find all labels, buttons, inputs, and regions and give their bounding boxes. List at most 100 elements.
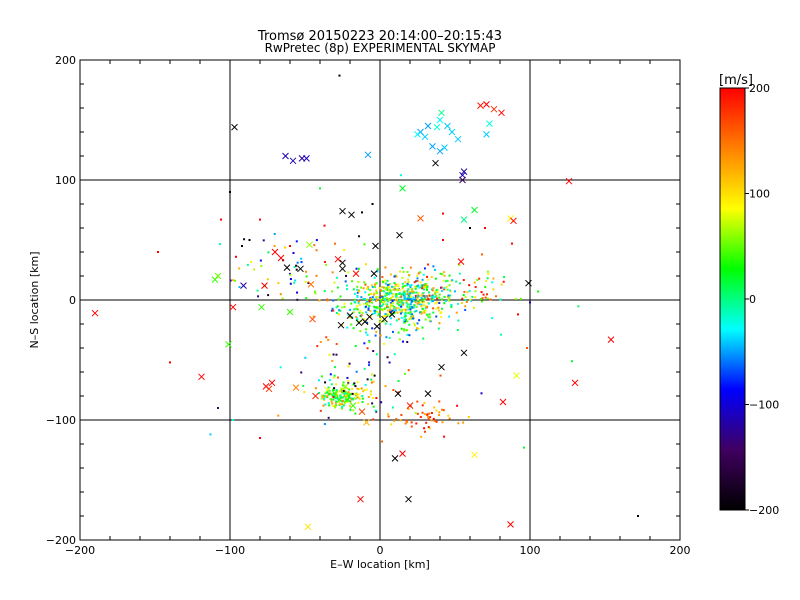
data-dot — [343, 248, 346, 251]
data-dot — [414, 286, 417, 289]
data-dot — [233, 279, 236, 282]
data-cross-stroke — [372, 242, 379, 250]
data-dot — [364, 331, 367, 334]
data-cross-stroke — [457, 258, 465, 265]
data-dot — [238, 286, 241, 289]
data-dot — [421, 278, 424, 281]
data-dot — [232, 419, 234, 421]
data-cross-stroke — [363, 419, 370, 426]
data-dot — [386, 299, 389, 302]
data-dot — [423, 298, 426, 301]
data-dot — [411, 298, 414, 301]
data-dot — [427, 278, 430, 281]
data-dot — [416, 274, 419, 277]
data-dot — [485, 280, 488, 283]
data-dot — [419, 294, 422, 297]
data-dot — [526, 347, 528, 349]
data-dot — [436, 297, 439, 300]
data-dot — [333, 395, 336, 398]
data-dot — [404, 310, 407, 313]
data-dot — [383, 298, 386, 301]
data-dot — [253, 268, 256, 271]
data-dot — [400, 310, 403, 313]
data-cross-stroke — [421, 133, 429, 141]
x-axis-label: E–W location [km] — [330, 558, 430, 571]
data-cross — [364, 151, 372, 159]
data-dot — [474, 296, 477, 299]
data-dot — [393, 282, 396, 285]
data-dot — [357, 302, 360, 305]
data-dot — [397, 331, 400, 334]
data-dot — [381, 275, 384, 278]
data-dot — [373, 292, 376, 295]
data-dot — [317, 379, 320, 382]
data-dot — [421, 311, 424, 314]
data-dot — [469, 227, 471, 229]
data-dot — [348, 388, 351, 391]
data-dot — [421, 287, 424, 290]
data-cross — [348, 211, 355, 219]
data-dot — [382, 303, 385, 306]
data-dot — [370, 297, 373, 300]
data-dot — [408, 323, 411, 326]
data-dot — [403, 284, 406, 287]
data-dot — [443, 286, 446, 289]
data-cross — [355, 319, 363, 327]
data-dot — [393, 311, 396, 314]
data-cross — [399, 185, 406, 192]
data-dot — [402, 299, 405, 302]
data-dot — [411, 300, 414, 303]
data-dot — [388, 298, 391, 301]
data-dot — [425, 288, 428, 291]
data-dot — [394, 286, 397, 289]
data-dot — [369, 315, 372, 318]
data-dot — [470, 299, 473, 302]
data-cross-stroke — [460, 349, 468, 357]
data-cross-stroke — [433, 123, 441, 131]
data-dot — [408, 290, 411, 293]
data-dot — [441, 421, 444, 424]
data-dot — [423, 288, 426, 291]
data-dot — [430, 300, 433, 303]
data-dot — [331, 307, 334, 310]
data-dot — [427, 426, 430, 429]
colorbar: 200 100 0 −100 −200 — [719, 82, 779, 517]
data-dot — [366, 298, 369, 301]
data-dot — [323, 224, 326, 227]
data-dot — [416, 279, 419, 282]
data-dot — [334, 406, 337, 409]
data-cross-stroke — [265, 385, 273, 393]
data-dot — [404, 318, 407, 321]
data-dot — [365, 328, 368, 331]
data-dot — [327, 416, 330, 419]
data-dot — [341, 403, 344, 406]
data-dot — [398, 308, 401, 311]
data-dot — [448, 289, 451, 292]
y-axis-label: N–S location [km] — [28, 251, 41, 348]
data-dot — [396, 288, 399, 291]
data-dot — [453, 290, 456, 293]
data-dot — [413, 322, 416, 325]
data-dot — [414, 296, 417, 299]
data-dot — [315, 249, 318, 252]
data-cross-stroke — [460, 168, 468, 175]
data-dot — [443, 274, 446, 277]
data-dot — [344, 280, 347, 283]
data-cross-stroke — [381, 315, 388, 323]
data-dot — [364, 305, 367, 308]
data-cross — [240, 282, 247, 289]
data-dot — [366, 321, 369, 324]
data-dot — [372, 298, 375, 301]
data-dot — [409, 295, 412, 298]
data-dot — [448, 284, 451, 287]
data-dot — [355, 315, 358, 318]
data-dot — [267, 294, 270, 297]
data-dot — [378, 320, 381, 323]
data-dot — [339, 390, 342, 393]
data-dot — [366, 378, 369, 381]
data-dot — [468, 290, 471, 293]
colorbar-tick-label: −200 — [749, 504, 779, 517]
data-cross — [282, 152, 289, 160]
data-dot — [259, 218, 261, 221]
